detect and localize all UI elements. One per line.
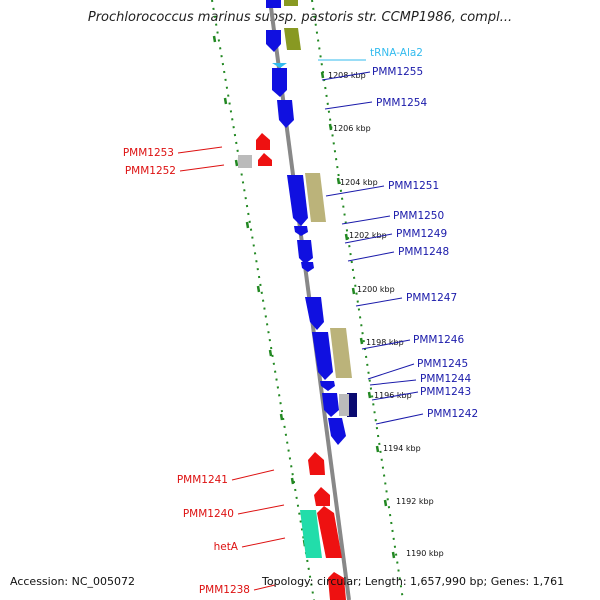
gene-label-pmm1248[interactable]: PMM1248 — [398, 246, 449, 258]
gene-label-pmm1241[interactable]: PMM1241 — [177, 474, 228, 486]
outer-ruler-track — [311, 0, 404, 600]
gene-label-pmm1253[interactable]: PMM1253 — [123, 147, 174, 159]
left-leader-lines — [177, 146, 286, 591]
gene-feature[interactable] — [305, 297, 324, 330]
gene-feature[interactable] — [258, 153, 272, 166]
gene-label-pmm1243[interactable]: PMM1243 — [420, 386, 471, 398]
gene-feature[interactable] — [266, 30, 281, 52]
forward-genes — [266, 0, 357, 445]
gene-feature[interactable] — [300, 510, 322, 558]
kbp-markers: 1208 kbp 1206 kbp 1204 kbp 1202 kbp 1200… — [328, 71, 444, 558]
gene-feature[interactable] — [328, 572, 346, 600]
trna-feature[interactable] — [272, 63, 287, 68]
kbp-label: 1204 kbp — [340, 178, 378, 187]
gene-feature[interactable] — [284, 28, 301, 50]
left-gene-labels: PMM1253 PMM1252 PMM1241 PMM1240 hetA PMM… — [123, 147, 250, 596]
gene-label-pmm1238[interactable]: PMM1238 — [199, 584, 250, 596]
gene-label-pmm1254[interactable]: PMM1254 — [376, 97, 427, 109]
gene-feature[interactable] — [256, 133, 270, 150]
gene-feature[interactable] — [284, 0, 298, 6]
gene-feature[interactable] — [347, 393, 357, 417]
gene-label-trna-ala2[interactable]: tRNA-Ala2 — [370, 47, 423, 59]
gene-feature[interactable] — [294, 226, 308, 236]
gene-feature[interactable] — [305, 173, 326, 222]
gene-feature[interactable] — [287, 175, 308, 226]
right-leader-lines — [318, 59, 424, 425]
gene-label-pmm1249[interactable]: PMM1249 — [396, 228, 447, 240]
gene-feature[interactable] — [297, 240, 313, 264]
gene-feature[interactable] — [314, 487, 330, 506]
gene-feature[interactable] — [317, 506, 342, 558]
gene-feature[interactable] — [277, 100, 294, 128]
kbp-label: 1202 kbp — [349, 231, 387, 240]
gene-feature[interactable] — [301, 262, 314, 272]
kbp-label: 1190 kbp — [406, 549, 444, 558]
gene-feature[interactable] — [308, 452, 325, 475]
gene-label-pmm1250[interactable]: PMM1250 — [393, 210, 444, 222]
kbp-label: 1198 kbp — [366, 338, 404, 347]
gene-feature[interactable] — [266, 0, 281, 8]
gene-label-pmm1246[interactable]: PMM1246 — [413, 334, 464, 346]
kbp-label: 1206 kbp — [333, 124, 371, 133]
gene-label-heta[interactable]: hetA — [214, 541, 239, 553]
reverse-genes — [256, 133, 346, 600]
gene-label-pmm1247[interactable]: PMM1247 — [406, 292, 457, 304]
gene-feature[interactable] — [238, 155, 252, 168]
gene-label-pmm1240[interactable]: PMM1240 — [183, 508, 234, 520]
gene-feature[interactable] — [328, 418, 346, 445]
kbp-label: 1194 kbp — [383, 444, 421, 453]
kbp-label: 1192 kbp — [396, 497, 434, 506]
gene-label-pmm1244[interactable]: PMM1244 — [420, 373, 471, 385]
kbp-label: 1196 kbp — [374, 391, 412, 400]
kbp-label: 1200 kbp — [357, 285, 395, 294]
gene-feature[interactable] — [322, 393, 339, 417]
gene-feature[interactable] — [320, 381, 335, 391]
gene-label-pmm1245[interactable]: PMM1245 — [417, 358, 468, 370]
inner-ruler-track — [211, 0, 315, 600]
outer-ruler-ticks — [320, 71, 396, 559]
gene-feature[interactable] — [312, 332, 333, 380]
gene-feature[interactable] — [339, 394, 349, 416]
gene-label-pmm1251[interactable]: PMM1251 — [388, 180, 439, 192]
gene-label-pmm1242[interactable]: PMM1242 — [427, 408, 478, 420]
map-title: Prochlorococcus marinus subsp. pastoris … — [87, 10, 513, 25]
gene-feature[interactable] — [272, 68, 287, 97]
accession-text: Accession: NC_005072 — [10, 575, 136, 588]
right-gene-labels: tRNA-Ala2 PMM1255 PMM1254 PMM1251 PMM125… — [370, 47, 478, 420]
other-genes — [238, 0, 352, 558]
topology-text: Topology: circular; Length: 1,657,990 bp… — [262, 575, 565, 588]
gene-feature[interactable] — [330, 328, 352, 378]
gene-label-pmm1255[interactable]: PMM1255 — [372, 66, 423, 78]
gene-label-pmm1252[interactable]: PMM1252 — [125, 165, 176, 177]
